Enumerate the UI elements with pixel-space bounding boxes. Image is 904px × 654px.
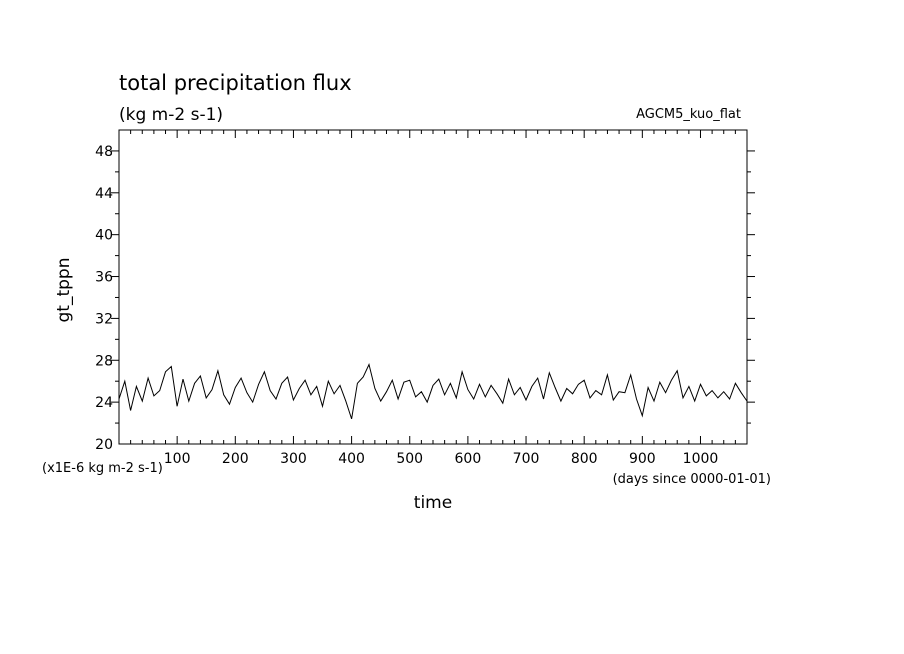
x-tick-label: 400 <box>338 451 365 467</box>
y-tick-label: 44 <box>95 186 113 202</box>
x-axis-label: time <box>414 493 452 513</box>
chart-annotation: AGCM5_kuo_flat <box>636 107 741 122</box>
x-tick-label: 600 <box>455 451 482 467</box>
y-tick-label: 28 <box>95 353 113 369</box>
y-tick-label: 32 <box>95 311 113 327</box>
y-tick-label: 24 <box>95 395 113 411</box>
x-tick-label: 1000 <box>683 451 719 467</box>
x-tick-label: 300 <box>280 451 307 467</box>
chart-title: total precipitation flux <box>119 71 352 95</box>
chart-subtitle: (kg m-2 s-1) <box>119 105 223 125</box>
x-tick-label: 200 <box>222 451 249 467</box>
plot-frame <box>118 129 748 445</box>
x-tick-labels: 100 200 300 400 500 600 700 800 900 1000 <box>164 451 719 467</box>
x-axis-unit: (days since 0000-01-01) <box>613 472 771 487</box>
y-tick-label: 36 <box>95 270 113 286</box>
x-tick-label: 700 <box>513 451 540 467</box>
x-tick-label: 900 <box>629 451 656 467</box>
series-line <box>118 362 748 420</box>
x-ticks <box>130 130 736 444</box>
series-layer <box>118 362 748 420</box>
y-tick-label: 40 <box>95 228 113 244</box>
y-ticks <box>111 150 755 424</box>
x-tick-label: 500 <box>396 451 423 467</box>
y-axis-unit: (x1E-6 kg m-2 s-1) <box>42 461 163 476</box>
y-axis-label: gt_tppn <box>54 258 74 323</box>
y-tick-labels: 20 24 28 32 36 40 44 48 <box>95 144 113 453</box>
x-tick-label: 800 <box>571 451 598 467</box>
y-tick-label: 20 <box>95 437 113 453</box>
x-tick-label: 100 <box>164 451 191 467</box>
y-tick-label: 48 <box>95 144 113 160</box>
